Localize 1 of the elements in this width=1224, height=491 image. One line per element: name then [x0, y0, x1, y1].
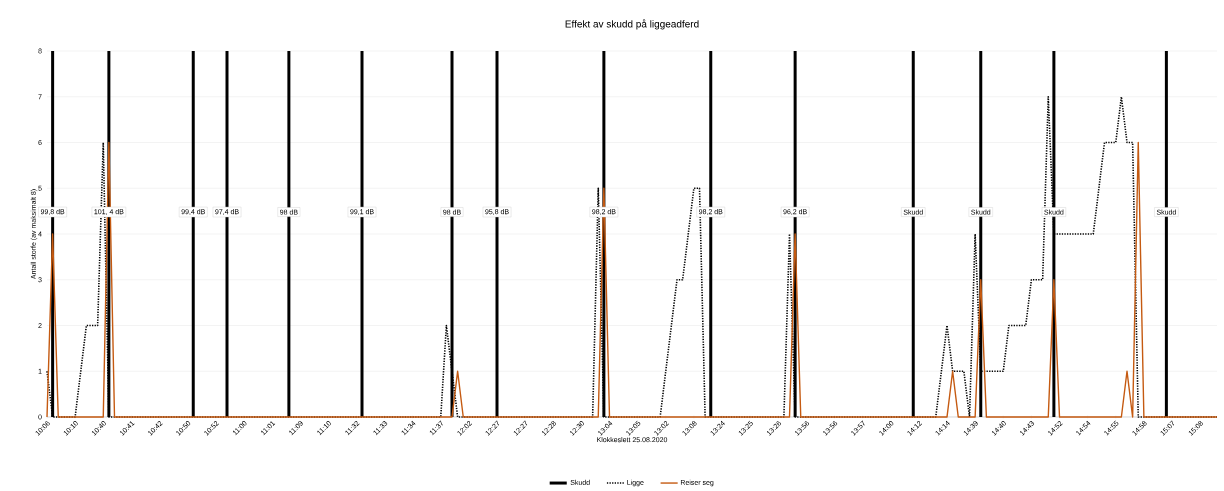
- chart-title: Effekt av skudd på liggeadferd: [565, 19, 699, 30]
